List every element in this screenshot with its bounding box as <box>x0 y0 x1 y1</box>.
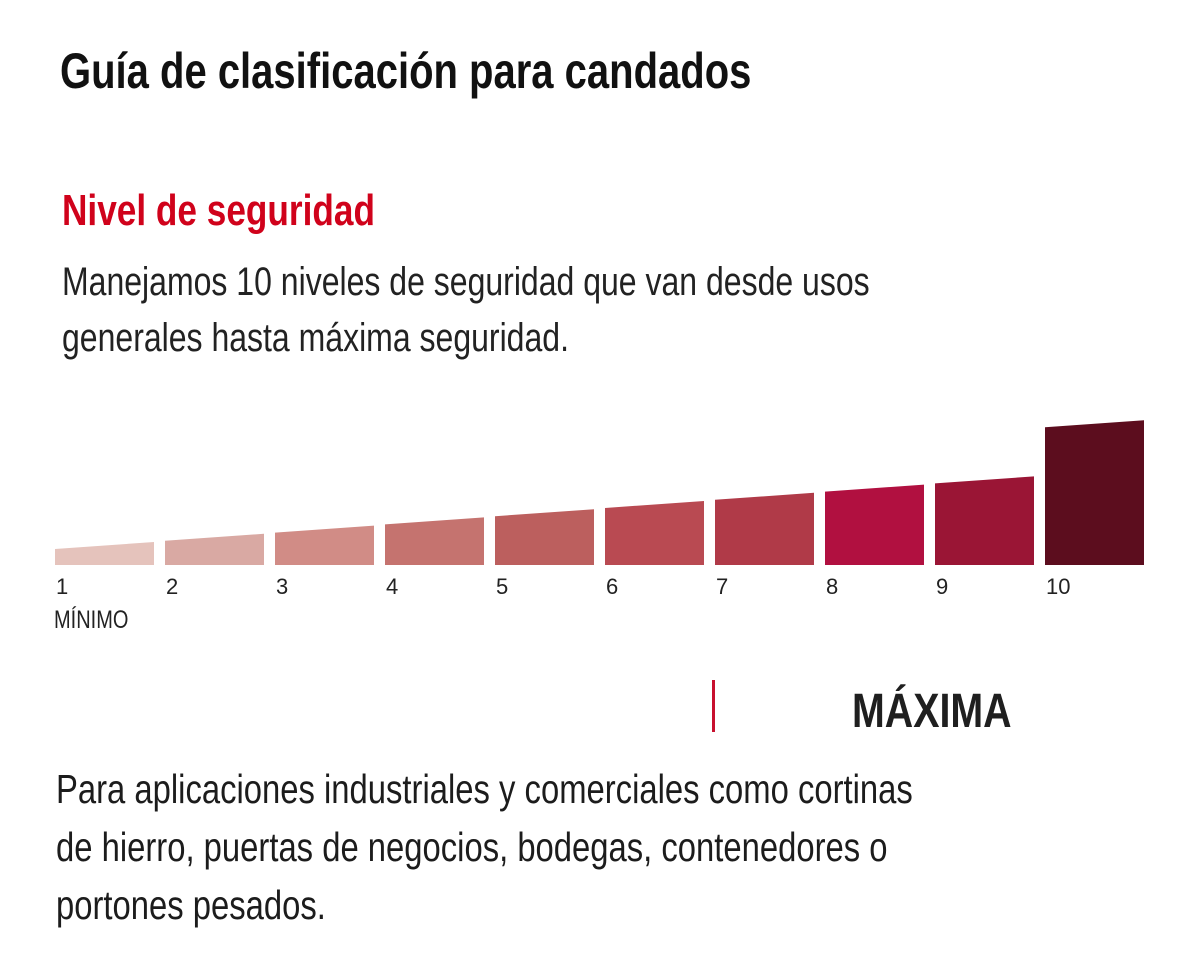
bar-level-6 <box>605 501 704 565</box>
minimum-label: MÍNIMO <box>54 606 147 635</box>
bar-level-8 <box>825 484 924 565</box>
description-line: de hierro, puertas de negocios, bodegas,… <box>56 824 888 870</box>
maximum-label: MÁXIMA <box>852 684 1047 739</box>
bar-level-5 <box>495 509 594 565</box>
description-line: Para aplicaciones industriales y comerci… <box>56 766 913 812</box>
security-level-chart: 1 2 3 4 5 6 7 8 9 10 <box>55 420 1144 599</box>
tick-label: 9 <box>936 574 948 599</box>
intro-paragraph: Manejamos 10 niveles de seguridad que va… <box>62 254 1072 366</box>
tick-labels-group: 1 2 3 4 5 6 7 8 9 10 <box>56 574 1070 599</box>
minimum-label-text: MÍNIMO <box>54 606 129 634</box>
tick-label: 4 <box>386 574 398 599</box>
bars-group <box>55 420 1144 565</box>
bar-level-2 <box>165 533 264 565</box>
tick-label: 1 <box>56 574 68 599</box>
description-paragraph: Para aplicaciones industriales y comerci… <box>56 760 1127 934</box>
bar-level-1 <box>55 542 154 565</box>
page-title: Guía de clasificación para candados <box>60 42 924 100</box>
bar-level-10 <box>1045 420 1144 565</box>
page-title-text: Guía de clasificación para candados <box>60 43 752 99</box>
description-line: portones pesados. <box>56 882 326 928</box>
bar-level-9 <box>935 476 1034 565</box>
tick-label: 5 <box>496 574 508 599</box>
section-subtitle-text: Nivel de seguridad <box>62 186 375 235</box>
section-subtitle: Nivel de seguridad <box>62 186 453 236</box>
intro-line: generales hasta máxima seguridad. <box>62 316 569 360</box>
bar-level-7 <box>715 492 814 565</box>
bar-level-4 <box>385 517 484 565</box>
tick-label: 8 <box>826 574 838 599</box>
tick-label: 6 <box>606 574 618 599</box>
tick-label: 10 <box>1046 574 1070 599</box>
bar-level-3 <box>275 525 374 565</box>
maximum-divider <box>712 680 715 732</box>
tick-label: 2 <box>166 574 178 599</box>
intro-line: Manejamos 10 niveles de seguridad que va… <box>62 260 870 304</box>
tick-label: 3 <box>276 574 288 599</box>
maximum-label-text: MÁXIMA <box>852 685 1012 738</box>
tick-label: 7 <box>716 574 728 599</box>
